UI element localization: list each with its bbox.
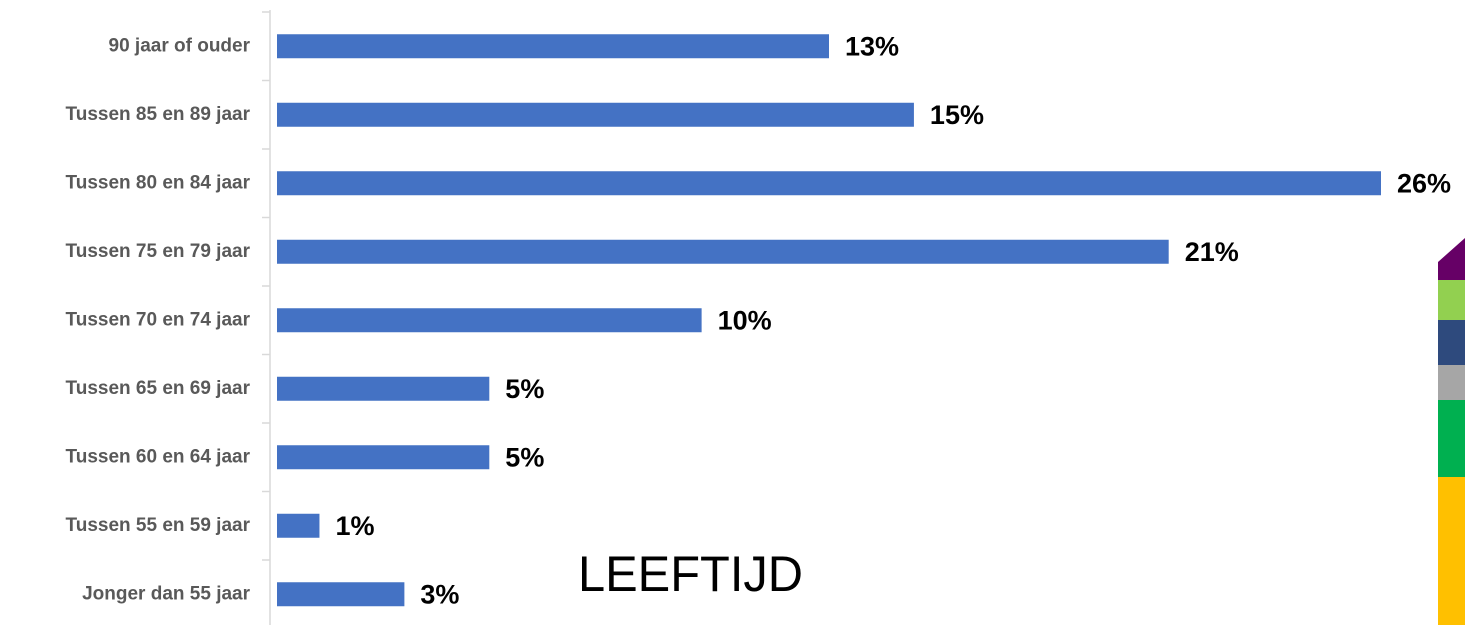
category-label: Tussen 70 en 74 jaar bbox=[66, 309, 251, 330]
value-label: 21% bbox=[1185, 237, 1239, 267]
value-label: 26% bbox=[1397, 168, 1451, 198]
bar bbox=[277, 102, 914, 127]
value-label: 13% bbox=[845, 31, 899, 61]
strip-gray bbox=[1438, 365, 1465, 400]
strip-yellow bbox=[1438, 477, 1465, 625]
bar bbox=[277, 239, 1169, 264]
bar bbox=[277, 308, 702, 333]
category-label: Tussen 65 en 69 jaar bbox=[66, 378, 251, 399]
bar bbox=[277, 171, 1381, 196]
strip-lightgreen bbox=[1438, 280, 1465, 320]
category-label: Tussen 85 en 89 jaar bbox=[66, 104, 251, 125]
category-label: Tussen 60 en 64 jaar bbox=[66, 446, 251, 467]
bar bbox=[277, 34, 829, 59]
bar bbox=[277, 582, 405, 607]
value-label: 1% bbox=[335, 511, 374, 541]
strip-purple bbox=[1438, 238, 1465, 280]
strip-navy bbox=[1438, 320, 1465, 365]
bar bbox=[277, 376, 490, 401]
strip-green bbox=[1438, 400, 1465, 477]
value-label: 5% bbox=[505, 374, 544, 404]
annotation: LEEFTIJD bbox=[578, 546, 803, 602]
category-label: Tussen 55 en 59 jaar bbox=[66, 515, 251, 536]
category-label: Jonger dan 55 jaar bbox=[82, 583, 251, 604]
category-label: Tussen 75 en 79 jaar bbox=[66, 241, 251, 262]
category-label: 90 jaar of ouder bbox=[109, 35, 251, 56]
category-label: Tussen 80 en 84 jaar bbox=[66, 172, 251, 193]
value-label: 10% bbox=[718, 305, 772, 335]
decor-strip bbox=[1438, 238, 1465, 625]
value-label: 3% bbox=[420, 579, 459, 609]
bar bbox=[277, 513, 320, 538]
bar bbox=[277, 445, 490, 470]
value-label: 15% bbox=[930, 100, 984, 130]
value-label: 5% bbox=[505, 442, 544, 472]
